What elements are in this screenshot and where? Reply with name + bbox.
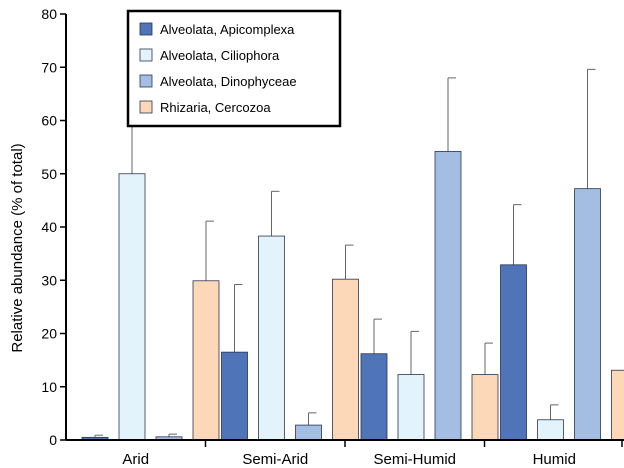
bar — [434, 150, 462, 441]
bar — [537, 419, 564, 441]
bar — [397, 374, 425, 441]
bar — [118, 173, 146, 441]
bar — [574, 188, 601, 441]
y-tick-label: 70 — [41, 59, 57, 75]
y-tick-label: 20 — [41, 326, 57, 342]
legend-swatch — [139, 22, 153, 36]
bar — [360, 353, 388, 441]
x-tick-label: Semi-Humid — [373, 451, 456, 468]
x-tick-label: Arid — [122, 451, 149, 468]
plot-area — [81, 68, 624, 441]
bar — [611, 369, 624, 441]
bar — [332, 278, 359, 441]
legend-label: Alveolata, Apicomplexa — [160, 22, 295, 37]
bar — [192, 280, 220, 441]
bar — [221, 351, 248, 441]
x-tick-label: Semi-Arid — [242, 451, 308, 468]
legend: Alveolata, Apicomplexa Alveolata, Cilioph… — [126, 9, 342, 128]
y-tick-label: 40 — [41, 219, 57, 235]
legend-label: Alveolata, Dinophyceae — [160, 74, 297, 89]
legend-box — [126, 9, 342, 128]
legend-swatch — [139, 48, 153, 62]
bar — [295, 424, 322, 441]
bar — [258, 235, 285, 441]
y-tick-label: 60 — [41, 113, 57, 129]
y-tick-label: 30 — [41, 272, 57, 288]
y-tick-label: 0 — [49, 432, 57, 448]
y-tick-label: 10 — [41, 379, 57, 395]
y-tick-label: 80 — [41, 6, 57, 22]
legend-swatch — [139, 100, 153, 114]
legend-label: Alveolata, Ciliophora — [160, 48, 280, 63]
bar — [471, 374, 499, 441]
legend-label: Rhizaria, Cercozoa — [160, 100, 271, 115]
bar — [500, 264, 527, 441]
y-tick-label: 50 — [41, 166, 57, 182]
y-axis-label: Relative abundance (% of total) — [9, 143, 26, 352]
legend-swatch — [139, 74, 153, 88]
axes: 0 10 20 30 40 50 60 70 80 Arid Semi-Arid Semi-Humid… — [41, 6, 624, 468]
x-tick-label: Humid — [533, 451, 576, 468]
